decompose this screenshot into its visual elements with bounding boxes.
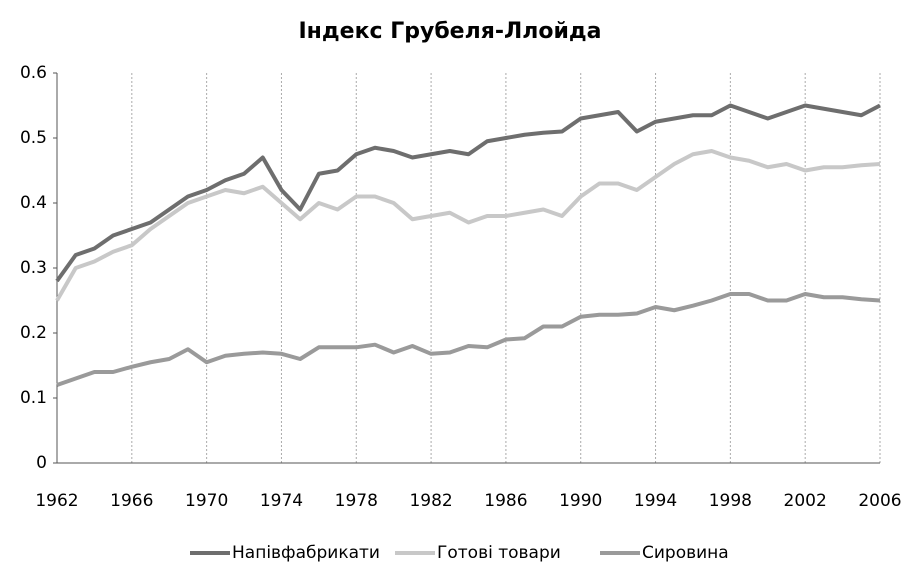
y-tick-label: 0 [36, 453, 47, 473]
x-tick-label: 1962 [35, 491, 78, 511]
x-tick-label: 1974 [260, 491, 303, 511]
x-tick-label: 1998 [709, 491, 752, 511]
y-tick-label: 0.4 [20, 193, 47, 213]
y-tick-label: 0.6 [20, 63, 47, 83]
x-tick-label: 2006 [858, 491, 901, 511]
chart-title: Індекс Грубеля-Ллойда [299, 19, 602, 44]
line [56, 292, 881, 387]
x-tick-label: 2002 [784, 491, 827, 511]
line [55, 103, 881, 283]
legend-label: Напівфабрикати [232, 543, 380, 563]
x-tick-label: 1978 [335, 491, 378, 511]
x-tick-label: 1982 [409, 491, 452, 511]
x-tick-label: 1994 [634, 491, 677, 511]
y-tick-label: 0.3 [20, 258, 47, 278]
x-tick-label: 1986 [484, 491, 527, 511]
x-tick-label: 1970 [185, 491, 228, 511]
y-tick-label: 0.2 [20, 323, 47, 343]
y-tick-label: 0.5 [20, 128, 47, 148]
y-tick-label: 0.1 [20, 388, 47, 408]
legend-label: Готові товари [437, 543, 561, 563]
x-tick-label: 1990 [559, 491, 602, 511]
legend-label: Сировина [642, 543, 729, 563]
x-tick-label: 1966 [110, 491, 153, 511]
line [55, 149, 881, 302]
